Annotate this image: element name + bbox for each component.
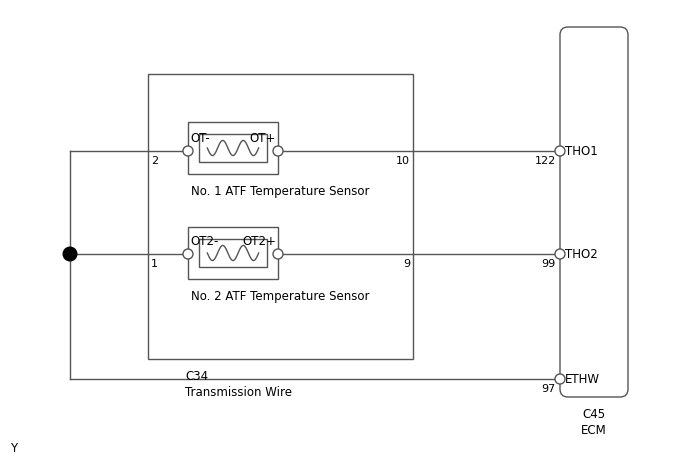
Text: THO2: THO2 — [565, 248, 598, 261]
Text: OT2-: OT2- — [190, 234, 218, 247]
Text: ETHW: ETHW — [565, 373, 600, 386]
Circle shape — [555, 147, 565, 156]
Text: Y: Y — [10, 441, 17, 454]
Text: OT2+: OT2+ — [242, 234, 276, 247]
Text: 10: 10 — [396, 156, 410, 166]
Text: C45: C45 — [582, 407, 606, 420]
Text: C34: C34 — [185, 369, 208, 382]
Circle shape — [183, 250, 193, 259]
Circle shape — [273, 250, 283, 259]
Text: 122: 122 — [535, 156, 556, 166]
Circle shape — [555, 374, 565, 384]
Text: 1: 1 — [151, 258, 158, 269]
Bar — [188, 227, 278, 279]
Bar — [199, 135, 267, 162]
Text: 97: 97 — [542, 383, 556, 393]
Text: No. 1 ATF Temperature Sensor: No. 1 ATF Temperature Sensor — [191, 185, 370, 198]
Circle shape — [183, 147, 193, 156]
Text: 9: 9 — [403, 258, 410, 269]
Circle shape — [555, 250, 565, 259]
Bar — [199, 240, 267, 267]
Text: OT+: OT+ — [250, 131, 276, 144]
Text: 99: 99 — [542, 258, 556, 269]
Text: No. 2 ATF Temperature Sensor: No. 2 ATF Temperature Sensor — [191, 289, 370, 302]
Circle shape — [273, 147, 283, 156]
Bar — [188, 123, 278, 175]
Text: Transmission Wire: Transmission Wire — [185, 385, 292, 398]
Text: OT-: OT- — [190, 131, 210, 144]
Bar — [148, 75, 413, 359]
Text: ECM: ECM — [581, 423, 607, 436]
Text: 2: 2 — [151, 156, 158, 166]
Text: THO1: THO1 — [565, 145, 598, 158]
Circle shape — [63, 247, 77, 262]
